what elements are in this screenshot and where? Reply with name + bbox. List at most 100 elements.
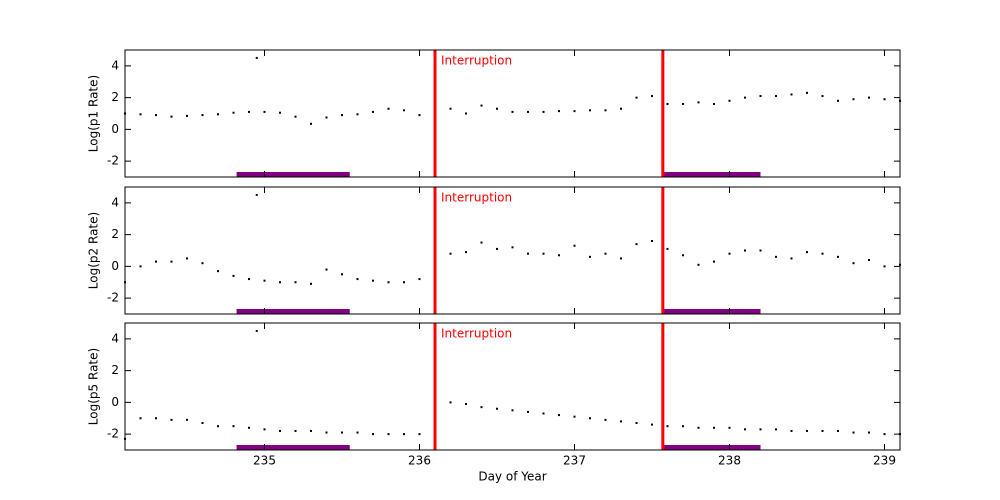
data-point [713,426,715,429]
data-point [255,329,258,332]
interval-bar [662,309,761,314]
data-point [775,95,777,98]
data-point [728,426,731,429]
data-point [480,241,483,244]
data-point [682,102,684,105]
data-point [697,426,700,429]
data-point [682,425,684,428]
y-tick-label: 2 [111,227,119,241]
data-point [589,255,591,258]
data-point [217,425,219,428]
data-point [573,415,576,418]
data-point [480,104,483,107]
data-point [697,101,700,104]
data-point [139,265,142,268]
data-point [666,102,669,105]
y-tick-label: -2 [107,427,119,441]
data-point [201,114,204,117]
data-point [790,93,793,96]
data-point [310,429,312,432]
data-point [713,102,715,105]
data-point [201,262,204,265]
data-point [527,110,529,113]
data-point [635,96,638,99]
data-point [418,433,421,436]
data-point [744,428,746,431]
data-point [170,115,173,118]
annotation: Interruption [441,191,512,205]
data-point [837,255,839,258]
y-tick-label: -2 [107,291,119,305]
data-point [620,420,622,423]
data-point [527,410,529,413]
data-point [558,414,560,417]
data-point [248,110,250,113]
data-point [232,425,235,428]
data-point [232,111,235,114]
data-point [666,247,669,250]
data-point [403,281,405,284]
data-point [155,114,157,117]
data-point [589,109,591,112]
interval-bar [236,309,350,314]
data-point [217,113,219,116]
data-point [604,109,607,112]
data-point [186,257,188,260]
data-point [170,418,173,421]
data-point [635,422,638,425]
data-point [387,107,390,110]
data-point [186,418,188,421]
data-point [387,433,390,436]
data-point [418,278,421,281]
data-point [697,263,700,266]
data-point [806,251,808,254]
data-point [255,193,258,196]
data-point [263,110,266,113]
data-point [790,257,793,260]
data-point [325,431,328,434]
annotation: Interruption [441,327,512,341]
data-point [232,274,235,277]
data-point [775,428,777,431]
data-point [217,270,219,273]
data-point [279,111,281,114]
data-point [325,268,328,271]
y-tick-label: -2 [107,154,119,168]
data-point [511,246,514,249]
y-tick-label: 2 [111,363,119,377]
data-point [620,257,622,260]
interval-bar [662,445,761,450]
data-point [666,425,669,428]
data-point [511,409,514,412]
data-point [806,91,808,94]
y-tick-label: 0 [111,122,119,136]
data-point [883,98,886,101]
data-point [294,429,297,432]
data-point [449,107,452,110]
data-point [201,422,204,425]
data-point [852,98,855,101]
y-axis-label: Log(p5 Rate) [87,348,101,425]
axes-frame [124,186,901,315]
axes-frame [124,322,901,451]
data-point [356,431,359,434]
data-point [310,122,312,125]
data-point [248,426,250,429]
data-point [620,107,622,110]
y-tick-label: 0 [111,259,119,273]
data-point [651,239,653,242]
y-tick-label: 0 [111,395,119,409]
data-point [263,428,266,431]
data-point [744,249,746,252]
data-point [186,114,188,117]
data-point [139,417,142,420]
x-tick-label: 236 [408,454,431,468]
data-point [527,252,529,255]
interval-bar [236,445,350,450]
data-point [558,254,560,257]
x-tick-label: 235 [253,454,276,468]
data-point [837,429,839,432]
y-tick-label: 4 [111,58,119,72]
data-point [589,417,591,420]
data-point [651,423,653,426]
